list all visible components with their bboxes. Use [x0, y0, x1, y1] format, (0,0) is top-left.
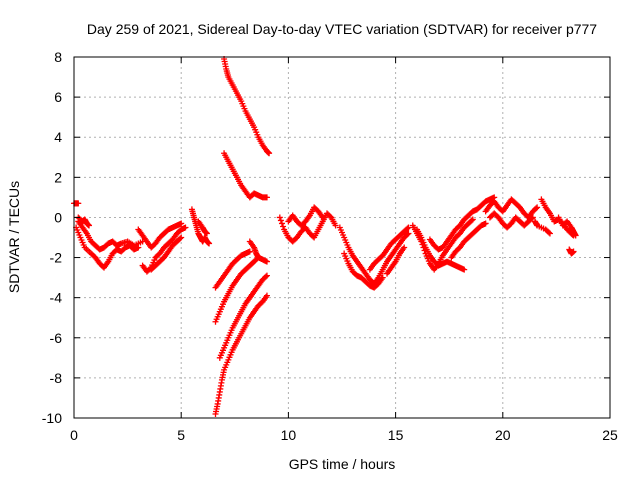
grid: [74, 57, 610, 418]
data-point: [404, 231, 411, 238]
data-points: [71, 56, 579, 417]
data-point: [206, 240, 213, 247]
series-arc30: [555, 214, 579, 239]
y-tick-label: -6: [50, 330, 63, 346]
y-tick-label: -2: [50, 250, 63, 266]
data-point: [327, 213, 334, 220]
data-point: [178, 220, 185, 227]
axis-ticks: [73, 56, 611, 419]
data-point: [203, 230, 210, 237]
x-axis-title: GPS time / hours: [289, 456, 396, 472]
data-point: [545, 229, 552, 236]
series-arc11: [221, 150, 270, 201]
series-arc32: [531, 218, 553, 237]
series-arc22: [384, 244, 408, 277]
data-point: [572, 232, 579, 239]
data-point: [468, 217, 475, 224]
series-arc9: [195, 218, 210, 237]
y-tick-label: -4: [50, 290, 63, 306]
data-point: [263, 272, 270, 279]
data-point: [280, 223, 287, 230]
data-point: [262, 273, 269, 280]
x-tick-label: 25: [602, 427, 618, 443]
x-tick-label: 5: [177, 427, 185, 443]
data-point: [276, 214, 283, 221]
data-point: [263, 194, 270, 201]
data-point: [277, 217, 284, 224]
y-tick-label: 8: [54, 49, 62, 65]
data-point: [529, 214, 536, 221]
data-point: [461, 266, 468, 273]
y-tick-label: 0: [54, 209, 62, 225]
data-point: [419, 241, 426, 248]
series-arc5: [135, 220, 185, 251]
series-arc3: [75, 218, 146, 253]
y-tick-label: -10: [42, 410, 62, 426]
data-point: [266, 150, 273, 157]
data-point: [319, 214, 326, 221]
data-point: [246, 248, 253, 255]
data-point: [421, 247, 428, 254]
series-arc12: [212, 248, 253, 291]
data-point: [534, 204, 541, 211]
data-point: [263, 292, 270, 299]
data-point: [263, 258, 270, 265]
data-point: [404, 225, 411, 232]
data-point: [379, 274, 386, 281]
data-point: [469, 216, 476, 223]
data-point: [86, 222, 93, 229]
data-point: [570, 248, 577, 255]
y-tick-label: 4: [54, 129, 62, 145]
data-point: [482, 220, 489, 227]
y-tick-label: 2: [54, 169, 62, 185]
x-tick-label: 0: [70, 427, 78, 443]
series-arc20: [341, 250, 386, 291]
series-arc21: [366, 224, 412, 273]
y-axis-title: SDTVAR / TECUs: [6, 181, 22, 293]
data-point: [255, 254, 262, 261]
series-arc17: [276, 210, 339, 245]
series-arc31: [566, 246, 577, 257]
plot-frame: [73, 56, 611, 419]
data-point: [405, 224, 412, 231]
series-arc10: [221, 56, 273, 157]
series-arc24: [409, 216, 476, 273]
series-arc6: [139, 224, 189, 275]
y-tick-label: -8: [50, 370, 63, 386]
series-arc25: [426, 194, 498, 253]
x-tick-label: 15: [388, 427, 404, 443]
series-arc27: [482, 196, 541, 221]
series-arc14: [216, 272, 270, 361]
series-arc1: [71, 200, 82, 207]
data-point: [405, 230, 412, 237]
data-point: [75, 200, 82, 207]
data-point: [528, 215, 535, 222]
data-point: [332, 222, 339, 229]
series-arc4: [75, 214, 93, 229]
data-point: [420, 244, 427, 251]
series-arc19: [336, 224, 412, 287]
series-arc15: [212, 292, 270, 417]
x-tick-label: 20: [495, 427, 511, 443]
data-point: [278, 220, 285, 227]
series-arc26: [448, 220, 489, 261]
data-point: [177, 235, 184, 242]
chart-title: Day 259 of 2021, Sidereal Day-to-day VTE…: [87, 21, 597, 37]
data-point: [401, 244, 408, 251]
y-tick-label: 6: [54, 89, 62, 105]
series-arc28: [486, 210, 536, 231]
series-arc18: [285, 204, 326, 229]
data-point: [178, 234, 185, 241]
data-point: [533, 205, 540, 212]
series-arc8: [188, 206, 213, 247]
data-point: [182, 224, 189, 231]
x-tick-label: 10: [281, 427, 297, 443]
series-arc16: [246, 238, 262, 261]
data-point: [418, 238, 425, 245]
series-arc7: [148, 234, 185, 273]
data-point: [546, 230, 553, 237]
